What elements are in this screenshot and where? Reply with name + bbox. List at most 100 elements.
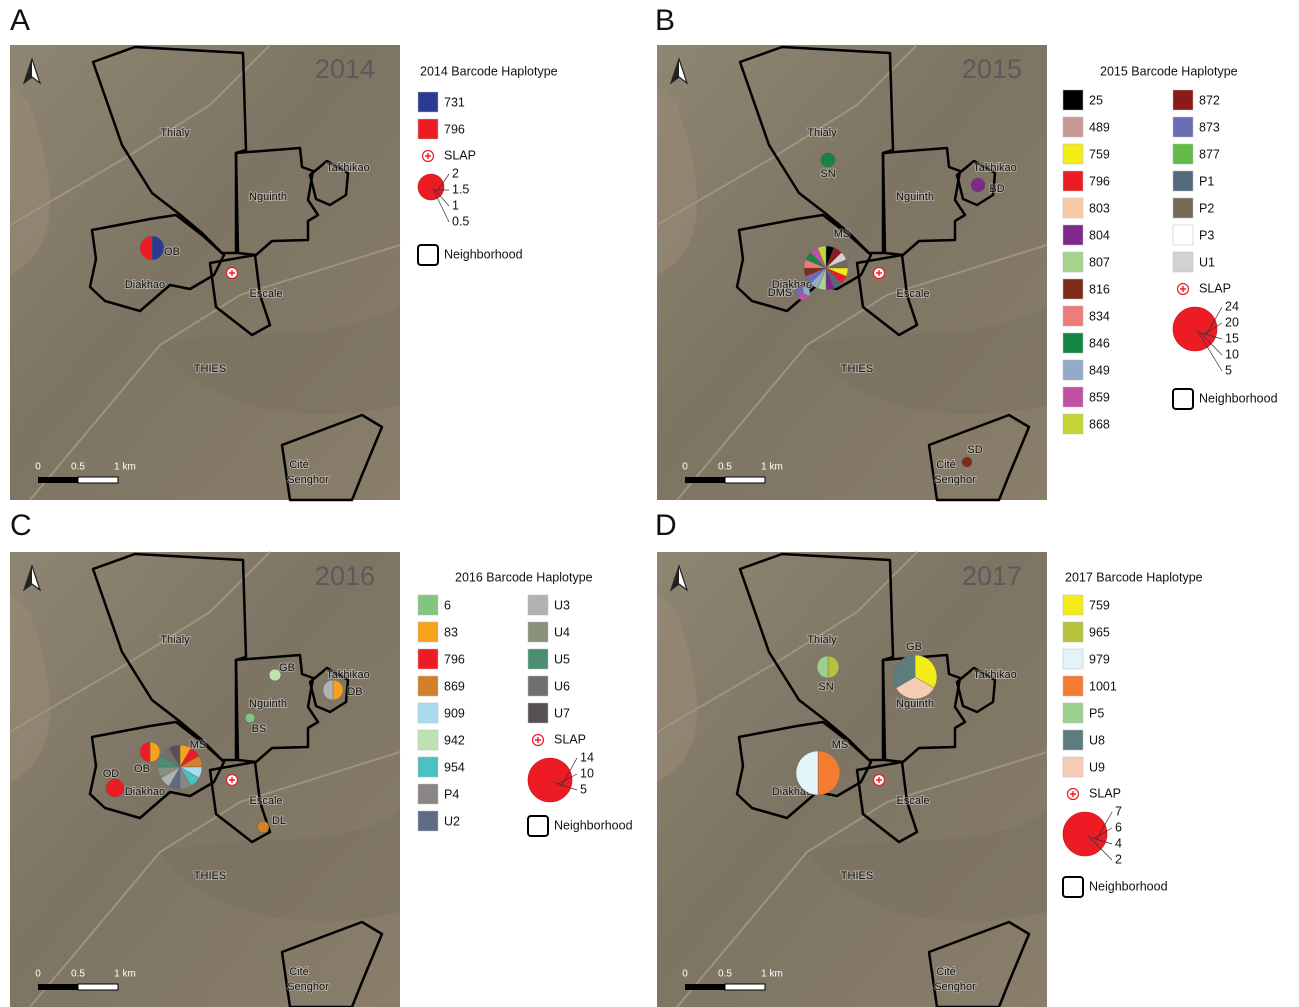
panel: A 2014ThialyNguinthTakhikaoDiakhaoEscaleT… bbox=[10, 4, 558, 500]
legend-label: U1 bbox=[1199, 255, 1215, 269]
legend-swatch bbox=[1173, 252, 1193, 272]
legend-swatch bbox=[1063, 622, 1083, 642]
panel-letter: D bbox=[655, 509, 677, 542]
size-label: 14 bbox=[580, 750, 594, 764]
legend-swatch bbox=[1063, 306, 1083, 326]
neighborhood-label: Thialy bbox=[160, 634, 190, 646]
site-label: SN bbox=[818, 681, 833, 693]
neighborhood-label: Cité bbox=[936, 459, 956, 471]
legend-swatch bbox=[528, 595, 548, 615]
legend-swatch bbox=[1063, 117, 1083, 137]
legend-swatch bbox=[418, 730, 438, 750]
site-label: OD bbox=[103, 768, 120, 780]
legend-swatch bbox=[1173, 90, 1193, 110]
legend-label: U4 bbox=[554, 625, 570, 639]
neighborhood-label: Takhikao bbox=[326, 669, 369, 681]
legend-label: 869 bbox=[444, 679, 465, 693]
legend-swatch bbox=[1173, 225, 1193, 245]
scale-label: 1 km bbox=[761, 969, 783, 980]
neighborhood-label: Nguinth bbox=[896, 698, 934, 710]
scale-label: 1 km bbox=[114, 462, 136, 473]
neighborhood-label: Nguinth bbox=[249, 698, 287, 710]
satellite bbox=[10, 45, 400, 500]
neighborhood-label: THIES bbox=[841, 363, 873, 375]
scale-label: 0.5 bbox=[718, 969, 732, 980]
satellite bbox=[657, 552, 1047, 1007]
legend-neighborhood: Neighborhood bbox=[554, 818, 633, 832]
legend-swatch bbox=[1063, 360, 1083, 380]
legend-label: 759 bbox=[1089, 598, 1110, 612]
neighborhood-label: Takhikao bbox=[326, 162, 369, 174]
site-label: BD bbox=[989, 183, 1004, 195]
legend-label: 859 bbox=[1089, 390, 1110, 404]
scale-label: 0 bbox=[682, 462, 688, 473]
neighborhood-label: Thialy bbox=[807, 127, 837, 139]
scale-label: 0 bbox=[35, 969, 41, 980]
legend-slap: SLAP bbox=[1199, 281, 1231, 295]
legend-neighborhood-box bbox=[1063, 877, 1083, 897]
site-pie bbox=[821, 153, 835, 167]
legend-label: 816 bbox=[1089, 282, 1110, 296]
site-label: MS bbox=[190, 739, 207, 751]
neighborhood-label: Senghor bbox=[934, 981, 976, 993]
legend-label: P4 bbox=[444, 787, 459, 801]
legend-swatch bbox=[418, 811, 438, 831]
site-pie bbox=[245, 713, 255, 723]
legend-neighborhood: Neighborhood bbox=[444, 247, 523, 261]
legend-label: 877 bbox=[1199, 147, 1220, 161]
neighborhood-label: Senghor bbox=[287, 981, 329, 993]
neighborhood-label: Thialy bbox=[160, 127, 190, 139]
legend-label: 796 bbox=[444, 122, 465, 136]
map: 2015ThialyNguinthTakhikaoDiakhaoEscaleTH… bbox=[657, 45, 1047, 500]
year: 2017 bbox=[962, 561, 1022, 591]
scale-label: 1 km bbox=[761, 462, 783, 473]
neighborhood-label: Escale bbox=[249, 288, 282, 300]
legend-label: 979 bbox=[1089, 652, 1110, 666]
legend-slap: SLAP bbox=[554, 732, 586, 746]
legend-swatch bbox=[418, 595, 438, 615]
size-label: 5 bbox=[1225, 363, 1232, 377]
legend-label: 965 bbox=[1089, 625, 1110, 639]
legend-label: U9 bbox=[1089, 760, 1105, 774]
size-label: 6 bbox=[1115, 820, 1122, 834]
legend-swatch bbox=[1063, 279, 1083, 299]
legend-label: 804 bbox=[1089, 228, 1110, 242]
legend-slap: SLAP bbox=[444, 148, 476, 162]
scale-label: 0 bbox=[35, 462, 41, 473]
panel-letter: A bbox=[10, 4, 30, 37]
legend-label: 909 bbox=[444, 706, 465, 720]
legend-label: 846 bbox=[1089, 336, 1110, 350]
legend-swatch bbox=[1063, 198, 1083, 218]
legend-swatch bbox=[1063, 676, 1083, 696]
legend-label: U7 bbox=[554, 706, 570, 720]
legend-label: U3 bbox=[554, 598, 570, 612]
scale-bar-white bbox=[725, 477, 765, 483]
legend-label: 759 bbox=[1089, 147, 1110, 161]
legend-neighborhood: Neighborhood bbox=[1199, 391, 1278, 405]
legend-swatch bbox=[418, 119, 438, 139]
legend-label: 873 bbox=[1199, 120, 1220, 134]
neighborhood-label: Diakhao bbox=[125, 786, 165, 798]
satellite bbox=[657, 45, 1047, 500]
legend-label: 954 bbox=[444, 760, 465, 774]
legend-swatch bbox=[418, 92, 438, 112]
neighborhood-label: Cité bbox=[289, 966, 309, 978]
site-label: DMS bbox=[768, 287, 792, 299]
site-pie bbox=[962, 457, 972, 467]
legend-swatch bbox=[418, 649, 438, 669]
legend-label: 942 bbox=[444, 733, 465, 747]
legend-swatch bbox=[418, 676, 438, 696]
legend-swatch bbox=[1063, 333, 1083, 353]
neighborhood-label: THIES bbox=[194, 363, 226, 375]
site-label: OB bbox=[134, 763, 150, 775]
map: 2014ThialyNguinthTakhikaoDiakhaoEscaleTH… bbox=[10, 45, 400, 500]
site-label: MS bbox=[834, 228, 851, 240]
legend-neighborhood-box bbox=[418, 245, 438, 265]
legend-swatch bbox=[1063, 595, 1083, 615]
legend-swatch bbox=[1063, 387, 1083, 407]
legend-swatch bbox=[1063, 703, 1083, 723]
legend-label: U2 bbox=[444, 814, 460, 828]
map: 2016ThialyNguinthTakhikaoDiakhaoEscaleTH… bbox=[10, 552, 400, 1007]
map: 2017ThialyNguinthTakhikaoDiakhaoEscaleTH… bbox=[657, 552, 1047, 1007]
figure: A 2014ThialyNguinthTakhikaoDiakhaoEscaleT… bbox=[0, 0, 1299, 1007]
